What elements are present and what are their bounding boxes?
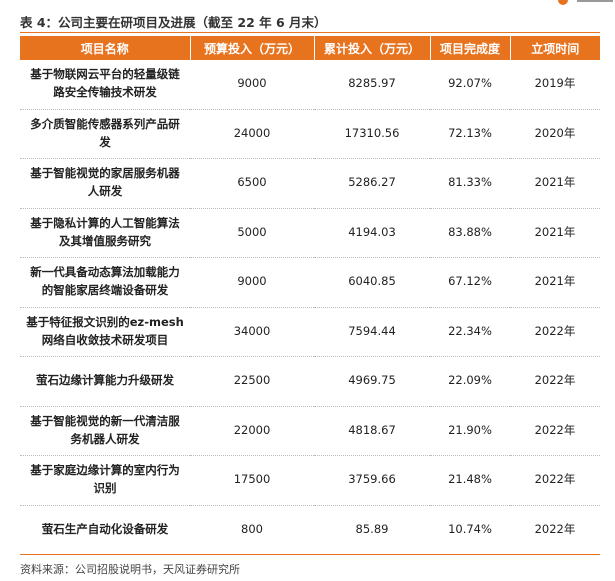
- table-cell: 8285.97: [314, 60, 430, 110]
- project-name: 基于隐私计算的人工智能算法及其增值服务研究: [20, 208, 190, 258]
- table-cell: 92.07%: [430, 60, 510, 110]
- table-cell: 9000: [190, 257, 314, 308]
- table-cell: 2021年: [510, 208, 600, 258]
- table-title: 表 4：公司主要在研项目及进展（截至 22 年 6 月末）: [20, 15, 327, 30]
- project-name: 萤石生产自动化设备研发: [20, 505, 190, 555]
- project-name: 新一代具备动态算法加载能力的智能家居终端设备研发: [20, 257, 190, 308]
- project-name: 基于智能视觉的家居服务机器人研发: [20, 158, 190, 209]
- table-cell: 2021年: [510, 257, 600, 308]
- table-cell: 9000: [190, 60, 314, 110]
- table-cell: 72.13%: [430, 109, 510, 159]
- column-header: 预算投入（万元）: [189, 36, 314, 60]
- table-cell: 2022年: [510, 406, 600, 456]
- table-cell: 67.12%: [430, 257, 510, 308]
- logo-fragment: [558, 0, 613, 5]
- table-cell: 22000: [190, 406, 314, 456]
- source-note: 资料来源：公司招股说明书，天风证券研究所: [20, 563, 240, 576]
- table-cell: 2022年: [510, 307, 600, 357]
- project-name: 多介质智能传感器系列产品研发: [20, 109, 190, 159]
- projects-table: 项目名称 预算投入（万元） 累计投入（万元） 项目完成度 立项时间 基于物联网云平台的轻…: [20, 36, 600, 555]
- table-row: 基于智能视觉的家居服务机器人研发 6500 5286.27 81.33% 2021年: [20, 158, 600, 209]
- table-cell: 2020年: [510, 109, 600, 159]
- table-row: 新一代具备动态算法加载能力的智能家居终端设备研发 9000 6040.85 67.12…: [20, 257, 600, 308]
- column-header: 项目完成度: [429, 36, 510, 60]
- table-cell: 17310.56: [314, 109, 430, 159]
- table-row: 多介质智能传感器系列产品研发 24000 17310.56 72.13% 2020年: [20, 109, 600, 159]
- table-cell: 83.88%: [430, 208, 510, 258]
- column-header: 立项时间: [509, 36, 600, 60]
- table-cell: 2022年: [510, 356, 600, 407]
- column-header: 项目名称: [20, 36, 190, 60]
- table-cell: 21.90%: [430, 406, 510, 456]
- table-row: 基于物联网云平台的轻量级链路安全传输技术研发 9000 8285.97 92.07% 2…: [20, 60, 600, 110]
- table-cell: 7594.44: [314, 307, 430, 357]
- table-row: 基于家庭边缘计算的室内行为识别 17500 3759.66 21.48% 2022年: [20, 455, 600, 506]
- table-cell: 5000: [190, 208, 314, 258]
- table-row: 萤石边缘计算能力升级研发 22500 4969.75 22.09% 2022年: [20, 356, 600, 407]
- table-cell: 22500: [190, 356, 314, 407]
- table-body: 基于物联网云平台的轻量级链路安全传输技术研发 9000 8285.97 92.07% 2…: [20, 60, 600, 555]
- table-cell: 34000: [190, 307, 314, 357]
- table-cell: 2021年: [510, 158, 600, 209]
- table-cell: 2019年: [510, 60, 600, 110]
- table-cell: 4969.75: [314, 356, 430, 407]
- table-cell: 10.74%: [430, 505, 510, 555]
- table-cell: 6040.85: [314, 257, 430, 308]
- table-cell: 6500: [190, 158, 314, 209]
- project-name: 基于特征报文识别的ez-mesh网络自收敛技术研发项目: [20, 307, 190, 357]
- table-cell: 22.09%: [430, 356, 510, 407]
- table-cell: 5286.27: [314, 158, 430, 209]
- project-name: 萤石边缘计算能力升级研发: [20, 356, 190, 407]
- table-row: 萤石生产自动化设备研发 800 85.89 10.74% 2022年: [20, 505, 600, 555]
- project-name: 基于智能视觉的新一代清洁服务机器人研发: [20, 406, 190, 456]
- table-cell: 2022年: [510, 455, 600, 506]
- column-header: 累计投入（万元）: [313, 36, 430, 60]
- table-cell: 800: [190, 505, 314, 555]
- table-cell: 4194.03: [314, 208, 430, 258]
- table-cell: 21.48%: [430, 455, 510, 506]
- table-cell: 17500: [190, 455, 314, 506]
- table-row: 基于隐私计算的人工智能算法及其增值服务研究 5000 4194.03 83.88% 20…: [20, 208, 600, 258]
- table-cell: 3759.66: [314, 455, 430, 506]
- table-cell: 2022年: [510, 505, 600, 555]
- table-cell: 81.33%: [430, 158, 510, 209]
- table-cell: 22.34%: [430, 307, 510, 357]
- table-row: 基于特征报文识别的ez-mesh网络自收敛技术研发项目 34000 7594.44 2…: [20, 307, 600, 357]
- table-cell: 85.89: [314, 505, 430, 555]
- project-name: 基于家庭边缘计算的室内行为识别: [20, 455, 190, 506]
- table-cell: 4818.67: [314, 406, 430, 456]
- header-row: 项目名称 预算投入（万元） 累计投入（万元） 项目完成度 立项时间: [20, 36, 600, 60]
- table-cell: 24000: [190, 109, 314, 159]
- project-name: 基于物联网云平台的轻量级链路安全传输技术研发: [20, 60, 190, 110]
- title-rule: [20, 32, 600, 33]
- table-row: 基于智能视觉的新一代清洁服务机器人研发 22000 4818.67 21.90% 202…: [20, 406, 600, 456]
